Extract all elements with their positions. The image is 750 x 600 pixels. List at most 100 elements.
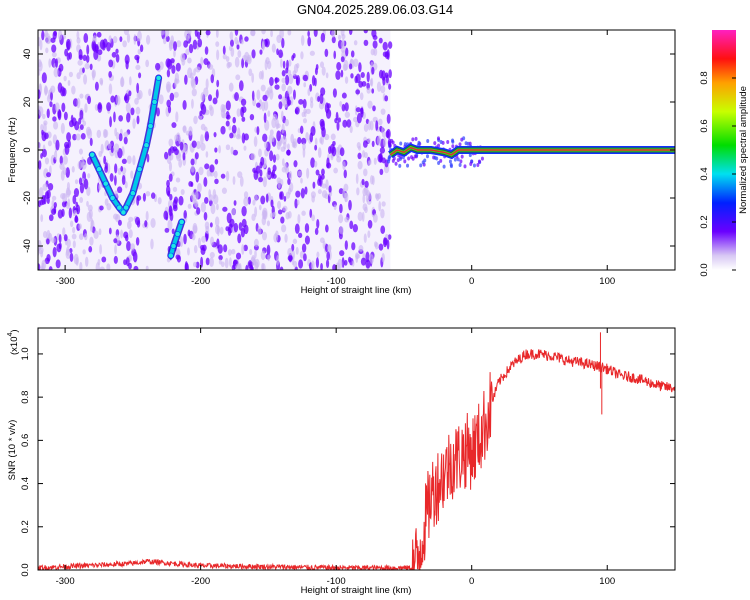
spectrogram-speckle bbox=[41, 148, 47, 158]
spectrogram-speckle bbox=[218, 254, 223, 261]
spectrogram-speckle bbox=[313, 30, 318, 38]
spectrogram-speckle bbox=[258, 176, 264, 183]
spectrogram-speckle bbox=[194, 30, 198, 37]
spectrogram-speckle bbox=[371, 66, 375, 75]
spectrogram-speckle bbox=[236, 44, 240, 50]
spectrogram-speckle bbox=[287, 178, 291, 186]
spectrogram-speckle bbox=[203, 58, 209, 66]
spectrogram-speckle bbox=[320, 263, 323, 270]
spectrogram-speckle bbox=[168, 41, 173, 52]
spectrogram-speckle bbox=[251, 213, 256, 222]
spectrogram-speckle bbox=[339, 147, 345, 157]
spectrogram-speckle bbox=[294, 106, 300, 115]
spectrogram-speckle bbox=[115, 132, 120, 140]
spectrogram-speckle bbox=[264, 38, 270, 48]
spectrogram-carrier-fuzz bbox=[390, 138, 394, 143]
colorbar-gradient bbox=[712, 30, 736, 270]
spectrogram-speckle bbox=[98, 150, 103, 157]
spectrogram-speckle bbox=[210, 236, 215, 246]
spectrogram-speckle bbox=[136, 56, 140, 64]
snr-scale-label: (x104) bbox=[7, 329, 20, 355]
spectrogram-speckle bbox=[205, 30, 211, 36]
spectrogram-speckle bbox=[84, 103, 88, 113]
spectrogram-speckle bbox=[120, 76, 124, 87]
spectrogram-speckle bbox=[287, 69, 292, 76]
spectrogram-second-ridge bbox=[168, 220, 184, 258]
spectrogram-speckle bbox=[237, 127, 241, 139]
spectrogram-speckle bbox=[174, 148, 179, 156]
spectrogram-speckle bbox=[286, 149, 291, 156]
spectrogram-speckle bbox=[373, 213, 378, 223]
spectrogram-speckle bbox=[383, 237, 388, 246]
spectrogram-speckle bbox=[337, 258, 343, 269]
spectrogram-speckle bbox=[112, 213, 119, 220]
spectrogram-speckle bbox=[135, 64, 141, 70]
spectrogram-speckle bbox=[305, 108, 311, 115]
spectrogram-speckle bbox=[332, 264, 337, 270]
spectrogram-ytick-label: -20 bbox=[22, 191, 33, 205]
spectrogram-speckle bbox=[271, 169, 276, 177]
spectrogram-speckle bbox=[298, 259, 304, 269]
spectrogram-speckle bbox=[113, 143, 120, 153]
spectrogram-speckle bbox=[68, 71, 74, 78]
colorbar-tick-label: 0.2 bbox=[699, 215, 710, 228]
snr-scale-exp: 4 bbox=[7, 333, 14, 337]
spectrogram-speckle bbox=[237, 50, 242, 58]
snr-ytick-label: 0.8 bbox=[20, 391, 31, 404]
spectrogram-speckle bbox=[51, 195, 57, 201]
spectrogram-speckle bbox=[115, 48, 119, 54]
spectrogram-speckle bbox=[79, 124, 84, 131]
spectrogram-carrier-fuzz bbox=[433, 155, 437, 160]
spectrogram-speckle bbox=[74, 179, 79, 185]
spectrogram-speckle bbox=[144, 220, 148, 228]
spectrogram-second-ridge-point bbox=[174, 231, 181, 237]
spectrogram-speckle bbox=[309, 132, 314, 143]
snr-ytick-label: 0.4 bbox=[20, 477, 31, 490]
spectrogram-speckle bbox=[48, 58, 52, 68]
spectrogram-speckle bbox=[169, 211, 174, 222]
snr-ytick-label: 0.6 bbox=[20, 434, 31, 447]
spectrogram-speckle bbox=[214, 158, 219, 165]
spectrogram-speckle bbox=[222, 206, 228, 212]
spectrogram-speckle bbox=[235, 252, 242, 260]
snr-ylabel: SNR (10 * v/v) bbox=[7, 420, 18, 481]
spectrogram-speckle bbox=[316, 251, 320, 258]
spectrogram-speckle bbox=[194, 191, 199, 200]
snr-ytick-label: 0.0 bbox=[20, 563, 31, 576]
spectrogram-speckle bbox=[381, 70, 386, 81]
spectrogram-speckle bbox=[106, 41, 111, 52]
spectrogram-speckle bbox=[169, 92, 175, 102]
spectrogram-speckle bbox=[100, 143, 104, 154]
spectrogram-speckle bbox=[82, 54, 87, 62]
spectrogram-speckle bbox=[348, 199, 352, 211]
spectrogram-speckle bbox=[53, 67, 59, 78]
spectrogram-speckle bbox=[175, 177, 181, 183]
spectrogram-speckle bbox=[278, 49, 283, 59]
spectrogram-speckle bbox=[261, 30, 266, 35]
spectrogram-carrier-fuzz bbox=[399, 141, 403, 146]
spectrogram-speckle bbox=[57, 30, 63, 41]
spectrogram-speckle bbox=[168, 161, 173, 172]
spectrogram-speckle bbox=[68, 52, 72, 60]
spectrogram-speckle bbox=[302, 74, 309, 82]
spectrogram-carrier-fuzz bbox=[417, 140, 421, 145]
spectrogram-speckle bbox=[338, 214, 344, 224]
spectrogram-speckle bbox=[160, 30, 165, 36]
spectrogram-speckle bbox=[381, 253, 385, 263]
spectrogram-speckle bbox=[372, 34, 378, 41]
spectrogram-speckle bbox=[299, 125, 304, 134]
spectrogram-speckle bbox=[326, 251, 330, 261]
spectrogram-speckle bbox=[292, 238, 298, 245]
spectrogram-speckle bbox=[373, 241, 378, 248]
spectrogram-speckle bbox=[79, 109, 84, 120]
spectrogram-speckle bbox=[201, 235, 207, 243]
spectrogram-speckle bbox=[136, 196, 140, 206]
spectrogram-speckle bbox=[199, 110, 203, 117]
colorbar-label: Normalized spectral amplitude bbox=[738, 86, 749, 214]
spectrogram-speckle bbox=[195, 66, 201, 73]
spectrogram-speckle bbox=[367, 230, 371, 238]
spectrogram-speckle bbox=[258, 204, 262, 211]
spectrogram-speckle bbox=[281, 70, 286, 77]
spectrogram-speckle bbox=[216, 203, 219, 211]
